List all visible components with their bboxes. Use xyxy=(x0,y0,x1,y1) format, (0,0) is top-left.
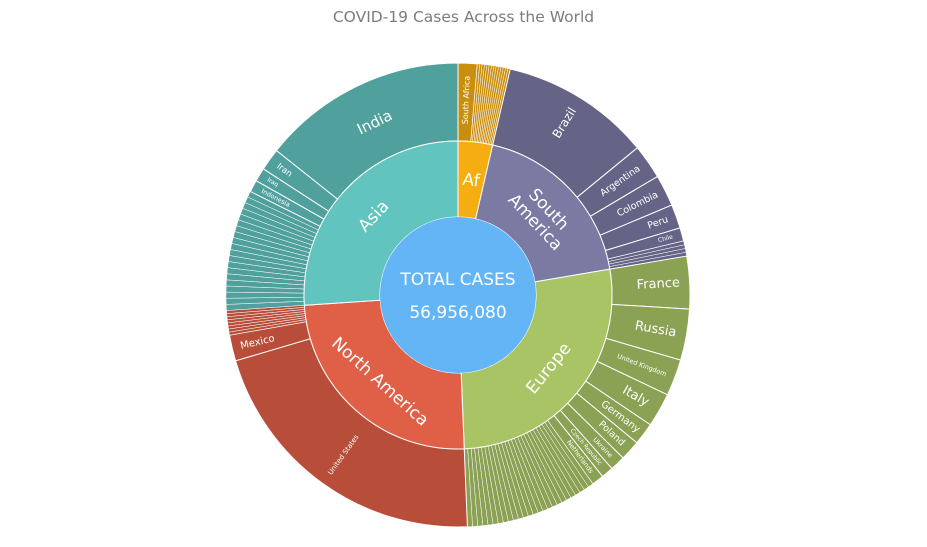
label-south-africa: South Africa xyxy=(461,75,472,124)
label-russia: Russia xyxy=(634,319,678,341)
label-france: France xyxy=(636,276,680,293)
center-group[interactable]: TOTAL CASES 56,956,080 xyxy=(380,217,536,373)
center-circle[interactable] xyxy=(380,217,536,373)
center-value: 56,956,080 xyxy=(409,303,506,323)
label-chile: Chile xyxy=(657,233,674,244)
chart-title: COVID-19 Cases Across the World xyxy=(332,8,595,26)
inner-ring xyxy=(303,140,613,450)
label-africa: Af xyxy=(461,170,481,192)
outer-ring xyxy=(225,62,691,528)
center-label: TOTAL CASES xyxy=(399,270,515,290)
